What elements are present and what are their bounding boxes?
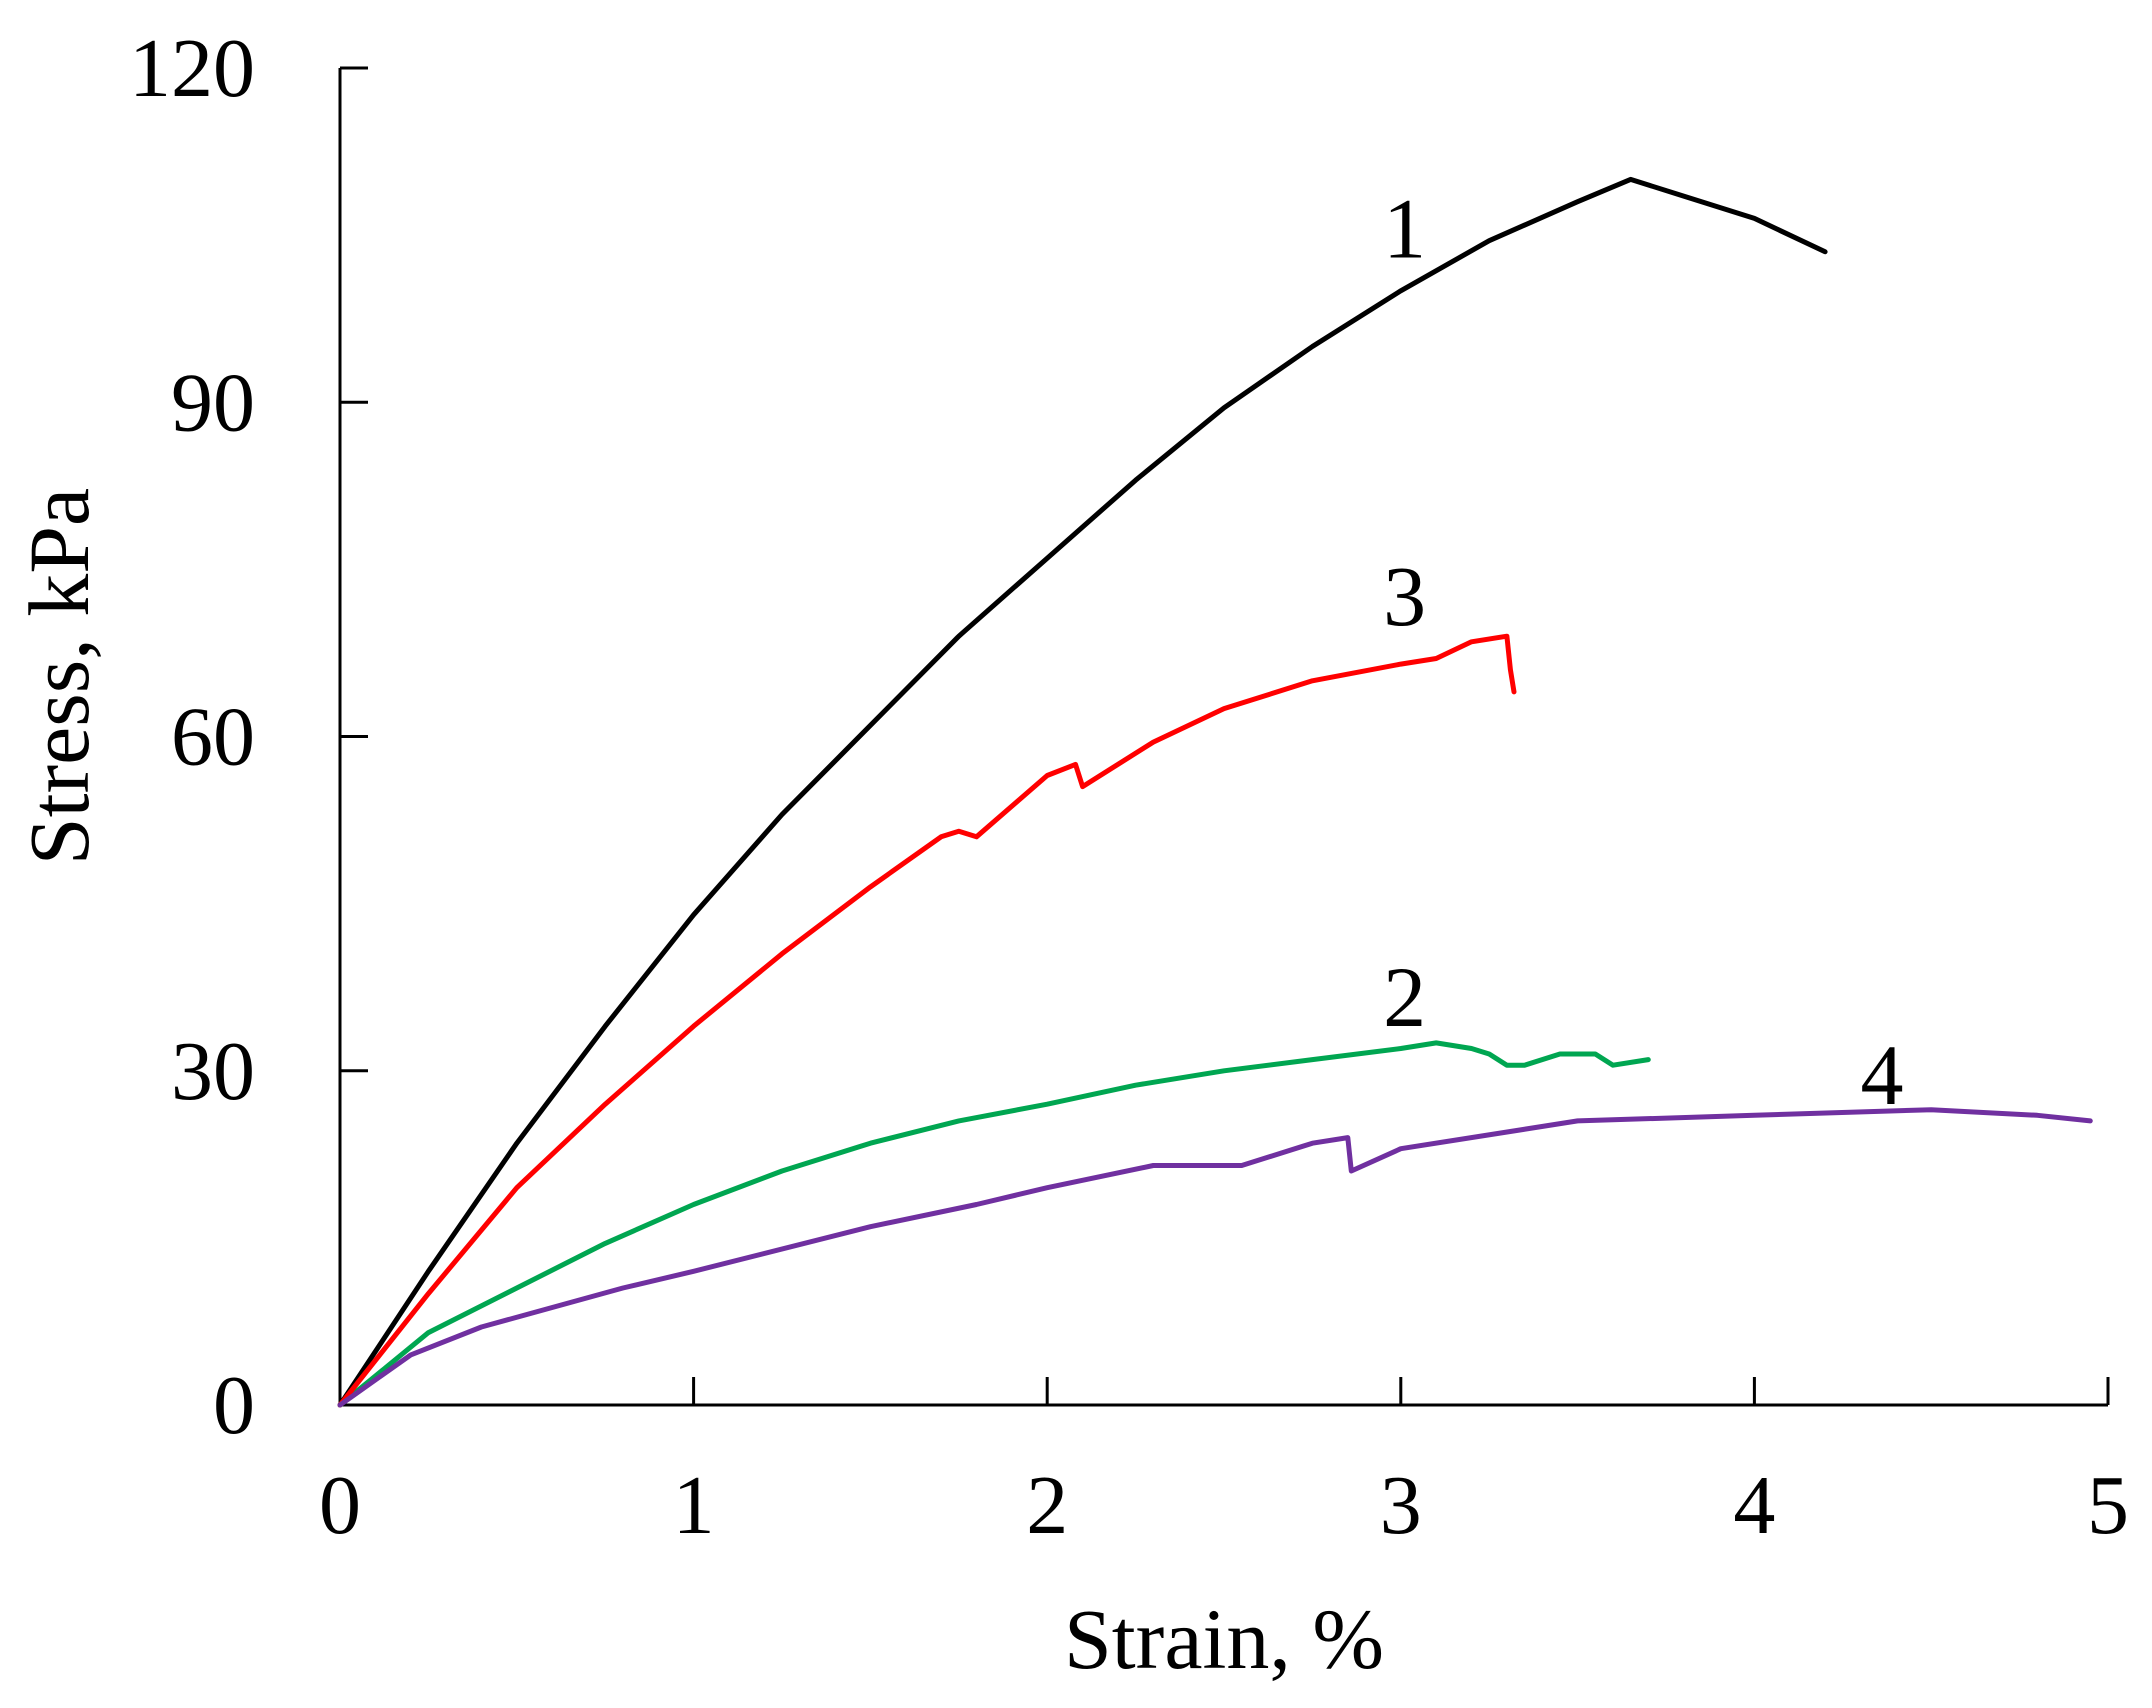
y-tick-label: 120	[129, 22, 255, 115]
series-4-line	[337, 1107, 2093, 1408]
y-ticks: 0 30 60 90 120	[129, 22, 368, 1452]
x-axis-title: Strain, %	[1064, 1591, 1384, 1687]
series-group	[337, 176, 2093, 1408]
axes	[338, 68, 2108, 1407]
x-ticks: 0 1 2 3 4 5	[319, 1377, 2129, 1552]
x-tick-label: 1	[673, 1459, 715, 1552]
series-2-line	[337, 1040, 1651, 1408]
x-tick-label: 4	[1733, 1459, 1775, 1552]
x-tick-label: 5	[2087, 1459, 2129, 1552]
y-tick-label: 0	[213, 1359, 255, 1452]
series-4-label: 4	[1860, 1027, 1903, 1123]
series-3-label: 3	[1383, 548, 1426, 644]
x-tick-label: 3	[1380, 1459, 1422, 1552]
series-2-label: 2	[1383, 949, 1426, 1045]
y-tick-label: 30	[171, 1025, 255, 1118]
x-tick-label: 0	[319, 1459, 361, 1552]
y-tick-label: 90	[171, 356, 255, 449]
series-1-label: 1	[1383, 180, 1426, 276]
x-tick-label: 2	[1026, 1459, 1068, 1552]
series-3-line	[337, 633, 1517, 1408]
y-tick-label: 60	[171, 691, 255, 784]
series-1-line	[337, 176, 1828, 1408]
y-axis-title: Stress, kPa	[11, 488, 107, 865]
curve-labels: 1 2 3 4	[1383, 180, 1903, 1123]
